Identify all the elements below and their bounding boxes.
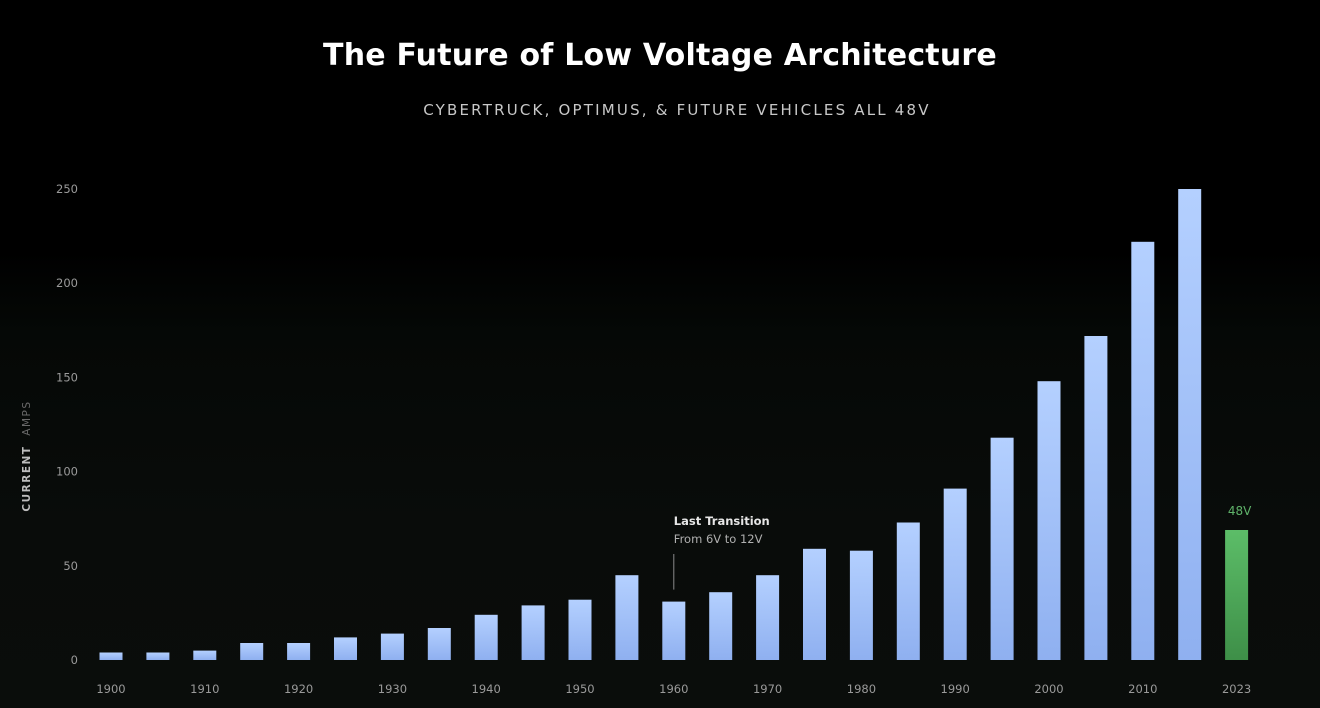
y-tick-label: 0 xyxy=(71,653,78,667)
bar xyxy=(709,592,733,660)
x-tick-label: 1970 xyxy=(753,682,782,696)
x-tick-label: 1910 xyxy=(190,682,219,696)
y-ticks: 0 50 100 150 200 250 xyxy=(56,182,78,667)
y-tick-label: 100 xyxy=(56,465,78,479)
bar xyxy=(193,650,217,660)
x-tick-label: 1900 xyxy=(96,682,125,696)
x-tick-label: 2023 xyxy=(1222,682,1251,696)
annotations: Last Transition From 6V to 12V xyxy=(673,514,770,590)
bar xyxy=(662,601,686,660)
chart-title: The Future of Low Voltage Architecture xyxy=(323,38,997,73)
bar xyxy=(990,437,1014,660)
y-tick-label: 200 xyxy=(56,276,78,290)
y-axis-title-part-2: AMPS xyxy=(21,400,33,435)
bar xyxy=(568,599,592,660)
x-tick-label: 2000 xyxy=(1034,682,1063,696)
bar xyxy=(1084,336,1108,660)
x-tick-label: 1980 xyxy=(847,682,876,696)
y-tick-label: 250 xyxy=(56,182,78,196)
chart-subtitle: CYBERTRUCK, OPTIMUS, & FUTURE VEHICLES A… xyxy=(423,101,931,119)
annotation-text: From 6V to 12V xyxy=(674,532,763,546)
bar xyxy=(474,614,498,660)
y-tick-label: 150 xyxy=(56,370,78,384)
bar-labels: 48V xyxy=(1228,504,1252,518)
bar xyxy=(615,575,639,660)
x-tick-label: 2010 xyxy=(1128,682,1157,696)
bar xyxy=(756,575,780,660)
y-axis-title: CURRENT AMPS xyxy=(21,400,33,511)
bar xyxy=(380,633,404,660)
bar xyxy=(427,628,451,660)
bar xyxy=(240,643,264,660)
bar xyxy=(287,643,311,660)
x-ticks: 1900 1910 1920 1930 1940 1950 1960 1970 1980 1990… xyxy=(96,682,1251,696)
bar xyxy=(803,548,826,660)
bar xyxy=(99,652,123,660)
bar xyxy=(943,488,967,660)
bar xyxy=(1178,189,1202,660)
bar xyxy=(1225,530,1249,660)
bar xyxy=(1037,381,1061,660)
y-tick-label: 50 xyxy=(63,559,78,573)
annotation-title: Last Transition xyxy=(674,514,770,528)
x-tick-label: 1950 xyxy=(565,682,594,696)
bar xyxy=(146,652,170,660)
bar xyxy=(1131,241,1155,661)
bars xyxy=(99,189,1249,661)
y-axis-title-part-1: CURRENT xyxy=(21,446,33,512)
x-tick-label: 1990 xyxy=(941,682,970,696)
x-tick-label: 1930 xyxy=(378,682,407,696)
bar xyxy=(896,522,920,660)
bar xyxy=(849,550,873,660)
x-tick-label: 1940 xyxy=(472,682,501,696)
svg-text:CURRENT AMPS: CURRENT AMPS xyxy=(21,400,33,511)
bar xyxy=(521,605,545,660)
bar xyxy=(334,637,357,660)
bar-value-label: 48V xyxy=(1228,504,1252,518)
x-tick-label: 1960 xyxy=(659,682,688,696)
x-tick-label: 1920 xyxy=(284,682,313,696)
